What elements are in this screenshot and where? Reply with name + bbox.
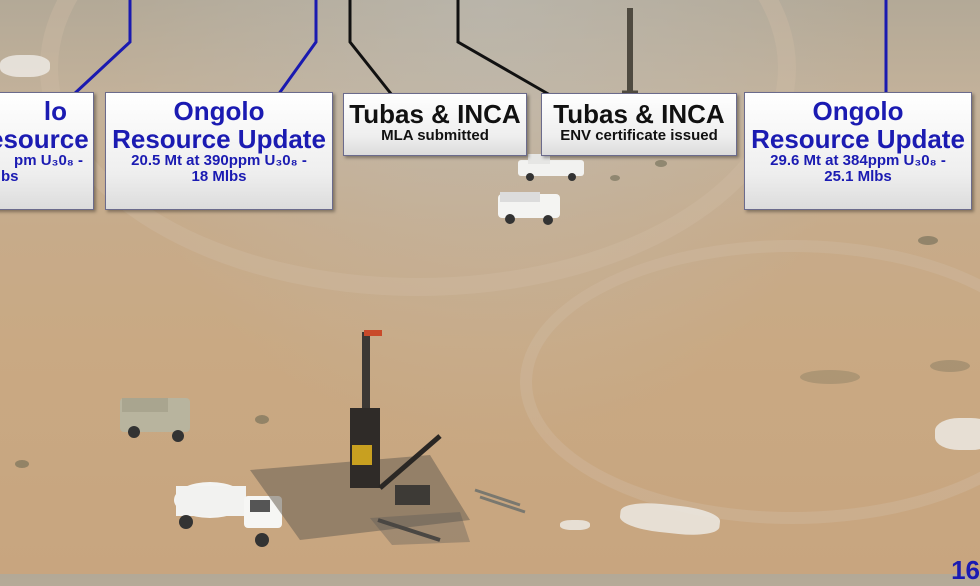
callout-ongolo-resource-update-1: Ongolo Resource Update 20.5 Mt at 390ppm… — [105, 92, 333, 210]
bush — [610, 175, 620, 181]
callout-ongolo-resource-update-2: Ongolo Resource Update 29.6 Mt at 384ppm… — [744, 92, 972, 210]
callout-detail: 29.6 Mt at 384ppm U₃0₈ - — [770, 152, 946, 169]
callout-title: Tubas & INCA — [553, 99, 725, 129]
callout-title: Tubas & INCA — [349, 99, 521, 129]
callout-detail: pm U₃0₈ - — [14, 152, 83, 169]
callout-detail: ENV certificate issued — [560, 127, 718, 144]
suv-white — [498, 192, 560, 225]
callout-title: Ongolo — [173, 96, 265, 126]
connector-line-black — [456, 0, 551, 97]
bush — [800, 370, 860, 384]
callout-title: lo — [43, 96, 67, 126]
scene-objects — [71, 0, 888, 547]
water-truck — [174, 482, 282, 547]
page-number: 16 — [951, 555, 980, 585]
callout-detail: 20.5 Mt at 390ppm U₃0₈ - — [131, 152, 307, 169]
bush — [15, 460, 29, 468]
salt-patch — [0, 55, 50, 77]
bush — [655, 160, 667, 167]
bush — [255, 415, 269, 424]
pipe-rack — [377, 488, 526, 542]
callout-tubas-inca-mla: Tubas & INCA MLA submitted — [343, 93, 527, 156]
land-cruiser — [120, 398, 190, 442]
callout-ongolo-resource-partial: lo esource pm U₃0₈ - bs — [0, 92, 94, 210]
connector-line-black — [348, 0, 394, 96]
connector-line-blue — [276, 0, 318, 96]
drill-pad — [250, 455, 470, 545]
callout-detail: bs — [1, 168, 19, 185]
salt-patch — [935, 418, 980, 450]
pickup-truck-1 — [518, 154, 584, 181]
callout-title: Ongolo — [812, 96, 904, 126]
connector-line-blue — [71, 0, 132, 97]
bush — [930, 360, 970, 372]
bush — [918, 236, 938, 245]
salt-patch — [560, 520, 590, 530]
callout-subtitle: Resource Update — [112, 124, 326, 154]
desert-drill-site-photo — [0, 0, 980, 574]
main-drill-rig — [350, 330, 442, 505]
distant-drill-rig — [622, 8, 638, 94]
callout-detail: 25.1 Mlbs — [824, 168, 892, 185]
callout-detail: MLA submitted — [381, 127, 489, 144]
callout-subtitle: esource — [0, 124, 89, 154]
callout-detail: 18 Mlbs — [191, 168, 247, 185]
callout-tubas-inca-env: Tubas & INCA ENV certificate issued — [541, 93, 737, 156]
callout-subtitle: Resource Update — [751, 124, 965, 154]
